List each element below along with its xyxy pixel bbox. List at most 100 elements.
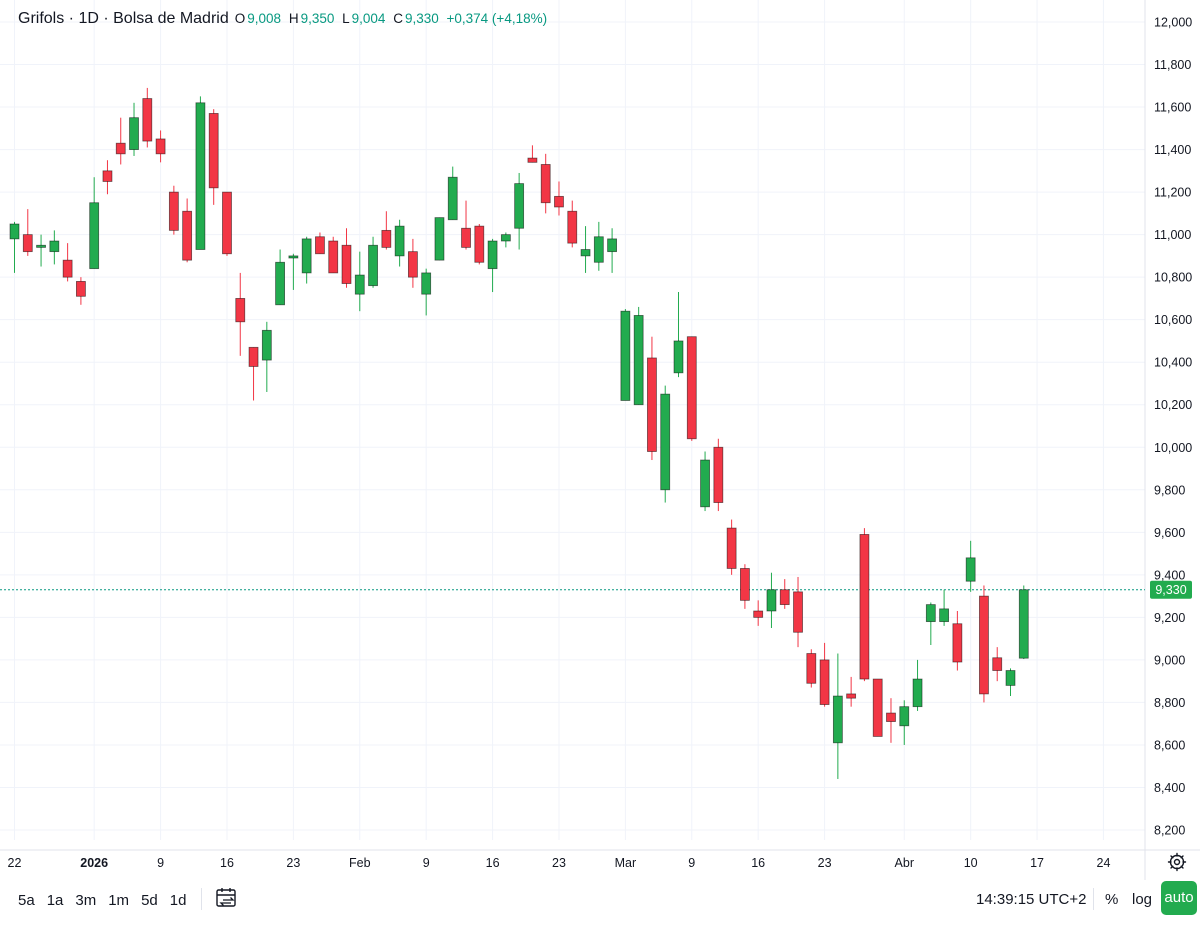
bottom-toolbar: 5a 1a 3m 1m 5d 1d 14:39:15 UTC+2 % log a…	[0, 878, 1200, 922]
candle-body	[621, 311, 630, 400]
candle-up	[276, 250, 285, 305]
range-5a-button[interactable]: 5a	[14, 890, 39, 911]
candle-body	[820, 660, 829, 705]
y-tick-label: 8,600	[1154, 738, 1185, 752]
candle-body	[886, 713, 895, 722]
x-tick-label: Feb	[349, 856, 371, 870]
candle-down	[209, 109, 218, 205]
candle-body	[90, 203, 99, 269]
candle-up	[966, 541, 975, 592]
candle-down	[103, 160, 112, 194]
candle-body	[581, 250, 590, 256]
candle-up	[196, 96, 205, 249]
candle-body	[594, 237, 603, 263]
candle-body	[993, 658, 1002, 671]
candle-down	[382, 211, 391, 249]
y-tick-label: 10,600	[1154, 313, 1192, 327]
candle-up	[90, 177, 99, 268]
candle-down	[754, 600, 763, 626]
candle-body	[488, 241, 497, 269]
candle-body	[342, 245, 351, 283]
change-value: +0,374 (+4,18%)	[447, 11, 548, 26]
candle-up	[355, 252, 364, 312]
candle-up	[488, 239, 497, 292]
close-label: C	[393, 11, 403, 26]
y-tick-label: 11,800	[1154, 58, 1191, 72]
candle-body	[116, 143, 125, 154]
candle-body	[382, 230, 391, 247]
x-tick-label: 23	[818, 856, 832, 870]
candle-body	[435, 218, 444, 261]
low-value: 9,004	[352, 11, 386, 26]
candle-body	[156, 139, 165, 154]
auto-scale-button[interactable]: auto	[1161, 881, 1197, 915]
candle-body	[23, 235, 32, 252]
candlestick-chart[interactable]: 12,000 11,800 11,600 11,400 11,200 11,000 10,8…	[0, 0, 1200, 880]
clock-readout[interactable]: 14:39:15 UTC+2	[976, 891, 1087, 908]
candle-up	[501, 233, 510, 248]
candle-body	[37, 245, 46, 247]
percent-scale-button[interactable]: %	[1105, 891, 1118, 908]
calendar-goto-icon[interactable]	[214, 886, 240, 910]
x-tick-label: 16	[220, 856, 234, 870]
candle-down	[886, 698, 895, 743]
candle-down	[807, 649, 816, 687]
candle-down	[63, 243, 72, 281]
x-tick-label: 16	[486, 856, 500, 870]
range-3m-button[interactable]: 3m	[71, 890, 100, 911]
gear-icon[interactable]	[1166, 851, 1188, 873]
y-tick-label: 8,800	[1154, 696, 1185, 710]
candle-body	[1006, 671, 1015, 686]
candle-down	[183, 198, 192, 262]
candle-down	[860, 528, 869, 681]
date-range-buttons: 5a 1a 3m 1m 5d 1d	[14, 890, 190, 911]
candle-body	[209, 113, 218, 187]
candle-down	[993, 647, 1002, 681]
y-tick-label: 8,200	[1154, 824, 1185, 838]
y-tick-label: 10,400	[1154, 356, 1192, 370]
candle-up	[50, 230, 59, 264]
candle-body	[528, 158, 537, 162]
candle-down	[740, 564, 749, 609]
range-5d-button[interactable]: 5d	[137, 890, 162, 911]
candle-body	[608, 239, 617, 252]
candle-body	[807, 654, 816, 684]
range-1a-button[interactable]: 1a	[43, 890, 68, 911]
range-1d-button[interactable]: 1d	[166, 890, 191, 911]
x-tick-label: 24	[1097, 856, 1111, 870]
candle-down	[156, 130, 165, 162]
candle-body	[289, 256, 298, 258]
candle-down	[794, 577, 803, 647]
candle-down	[873, 679, 882, 736]
low-label: L	[342, 11, 350, 26]
y-tick-label: 9,000	[1154, 653, 1185, 667]
x-tick-label: Mar	[615, 856, 637, 870]
x-tick-label: 10	[964, 856, 978, 870]
y-tick-label: 9,200	[1154, 611, 1185, 625]
y-tick-label: 11,000	[1154, 228, 1191, 242]
candle-body	[262, 330, 271, 360]
candle-body	[249, 347, 258, 366]
candle-down	[76, 277, 85, 305]
candle-down	[315, 233, 324, 254]
high-value: 9,350	[301, 11, 335, 26]
candle-body	[50, 241, 59, 252]
candle-body	[475, 226, 484, 262]
range-1m-button[interactable]: 1m	[104, 890, 133, 911]
log-scale-button[interactable]: log	[1132, 891, 1152, 908]
candle-up	[767, 573, 776, 628]
candle-down	[979, 585, 988, 702]
symbol-title[interactable]: Grifols · 1D · Bolsa de Madrid	[18, 10, 229, 28]
candle-down	[528, 145, 537, 162]
candle-body	[767, 590, 776, 611]
candle-body	[355, 275, 364, 294]
candle-down	[462, 201, 471, 250]
price-axis[interactable]: 12,000 11,800 11,600 11,400 11,200 11,000 10,8…	[1154, 16, 1192, 838]
candle-down	[727, 520, 736, 575]
candle-body	[315, 237, 324, 254]
x-tick-label: 9	[688, 856, 695, 870]
candle-body	[103, 171, 112, 182]
time-axis[interactable]: 22 2026 9 16 23 Feb 9 16 23 Mar 9 16 23 Abr 10 17 24	[8, 856, 1111, 870]
candle-body	[860, 534, 869, 679]
